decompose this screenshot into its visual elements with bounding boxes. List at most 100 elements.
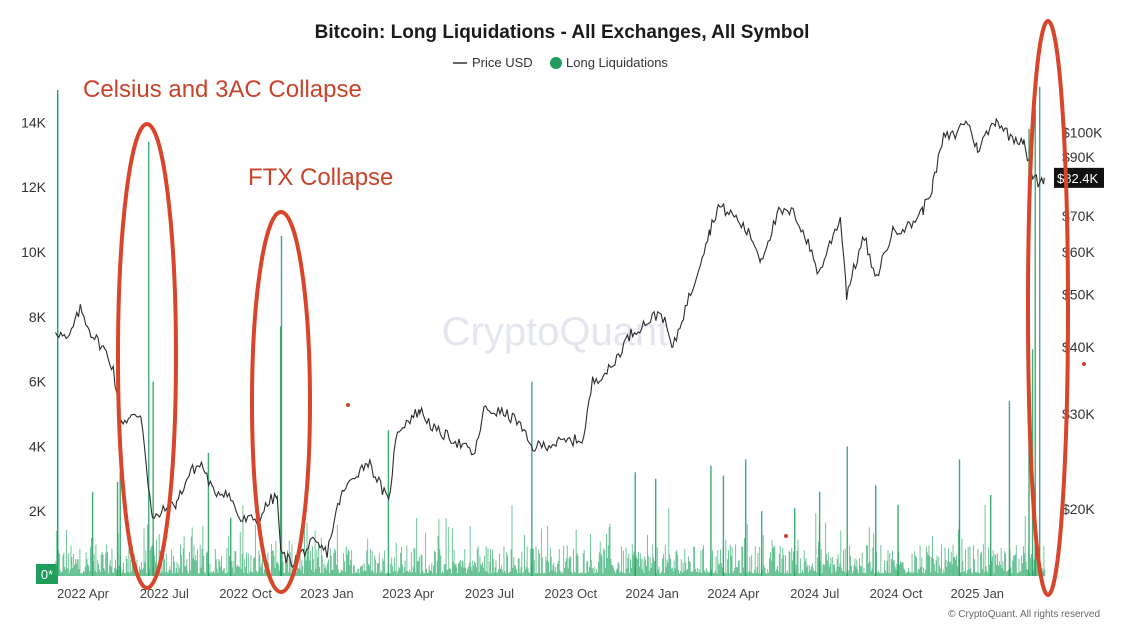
liquidation-bar (500, 565, 502, 576)
liquidation-bar (239, 531, 241, 576)
liquidation-bar (426, 568, 427, 576)
liquidation-bar (550, 556, 552, 576)
left-y-tick-label: 0* (41, 567, 53, 582)
liquidation-spike-bar (990, 495, 992, 576)
liquidation-bar (428, 565, 430, 576)
liquidation-bar (542, 573, 544, 576)
right-y-axis: $20K $30K $40K $50K $60K $70K $90K $100K (1062, 125, 1103, 517)
x-tick-label: 2023 Apr (382, 586, 435, 601)
right-y-tick-label: $30K (1062, 406, 1095, 422)
liquidation-bar (700, 550, 702, 576)
liquidation-bar (937, 573, 939, 576)
liquidation-bar (648, 570, 650, 576)
liquidation-bar (947, 561, 949, 576)
liquidation-bar (162, 571, 164, 576)
liquidation-bar (949, 562, 950, 576)
liquidation-bar (810, 566, 812, 576)
liquidation-bar (742, 546, 744, 576)
liquidation-bar (1020, 571, 1022, 576)
liquidation-bar (686, 570, 688, 576)
liquidation-bar (680, 559, 682, 576)
liquidation-bar (335, 550, 337, 576)
liquidation-bar (673, 560, 675, 576)
liquidation-bar (241, 553, 243, 576)
liquidation-bar (377, 563, 379, 576)
liquidation-bar (182, 548, 184, 576)
liquidation-bar (900, 562, 902, 576)
liquidation-bar (164, 559, 165, 576)
liquidation-bar (703, 545, 705, 576)
right-y-tick-label: $20K (1062, 501, 1095, 517)
liquidation-bar (596, 569, 598, 576)
liquidation-bar (418, 560, 419, 576)
liquidation-bar (65, 569, 67, 576)
liquidation-bar (435, 573, 437, 576)
liquidation-bar (497, 571, 499, 576)
liquidation-bar (994, 554, 996, 576)
liquidation-bar (725, 539, 727, 576)
liquidation-bar (782, 547, 784, 576)
liquidation-bar (421, 555, 423, 576)
liquidation-bar (206, 551, 208, 576)
liquidation-bar (71, 556, 73, 576)
liquidation-bar (576, 553, 578, 576)
liquidation-bar (296, 561, 298, 576)
liquidation-bar (66, 530, 67, 576)
liquidation-bar (434, 550, 435, 576)
liquidation-bar (889, 553, 891, 576)
liquidation-bar (999, 564, 1001, 576)
liquidation-bar (565, 558, 567, 576)
liquidation-spike-bar (531, 381, 533, 576)
liquidation-bar (457, 573, 459, 576)
liquidation-bar (491, 573, 492, 576)
liquidation-bar (205, 552, 207, 576)
liquidation-bar (201, 548, 203, 576)
liquidation-bar (982, 544, 984, 576)
liquidation-bar (205, 573, 206, 576)
liquidation-bar (781, 558, 783, 576)
liquidation-bar (300, 570, 302, 576)
liquidation-bar (553, 562, 555, 576)
liquidation-bar (339, 572, 341, 576)
liquidation-bar (378, 552, 380, 576)
liquidation-bar (620, 571, 622, 576)
liquidation-bar (437, 536, 439, 576)
liquidation-bar (586, 561, 588, 576)
liquidation-bar (256, 573, 258, 576)
liquidation-bar (747, 572, 749, 576)
liquidation-bar (646, 534, 648, 576)
liquidation-bar (748, 571, 750, 576)
liquidation-bar (95, 544, 97, 576)
liquidation-bar (361, 564, 363, 576)
liquidation-bar (776, 569, 778, 576)
liquidation-bar (891, 550, 893, 576)
liquidation-bar (82, 573, 84, 576)
liquidation-bar (442, 571, 443, 576)
liquidation-bar (790, 573, 792, 576)
liquidation-bar (806, 567, 808, 576)
liquidation-bar (483, 567, 484, 576)
liquidation-bar (221, 555, 222, 576)
liquidation-bar (445, 518, 447, 576)
liquidation-bar (873, 533, 875, 576)
legend-price-label: Price USD (472, 55, 533, 70)
liquidation-bar (667, 562, 669, 576)
liquidation-bar (868, 527, 870, 576)
liquidation-bar (625, 547, 627, 576)
liquidation-bar (425, 532, 427, 576)
liquidation-bar (184, 566, 186, 576)
liquidation-bar (950, 551, 952, 576)
liquidation-bar (188, 573, 190, 576)
liquidation-bar (385, 573, 386, 576)
liquidation-bar (798, 573, 800, 576)
liquidation-bar (441, 573, 443, 576)
liquidation-bar (310, 550, 312, 576)
liquidation-bar (322, 573, 324, 576)
liquidation-bar (264, 569, 266, 576)
left-y-tick-label: 10K (21, 244, 47, 260)
liquidation-bar (816, 572, 818, 576)
liquidation-bar (865, 572, 867, 576)
liquidation-bar (933, 564, 935, 576)
liquidation-bar (128, 548, 130, 576)
liquidation-bar (948, 548, 950, 576)
